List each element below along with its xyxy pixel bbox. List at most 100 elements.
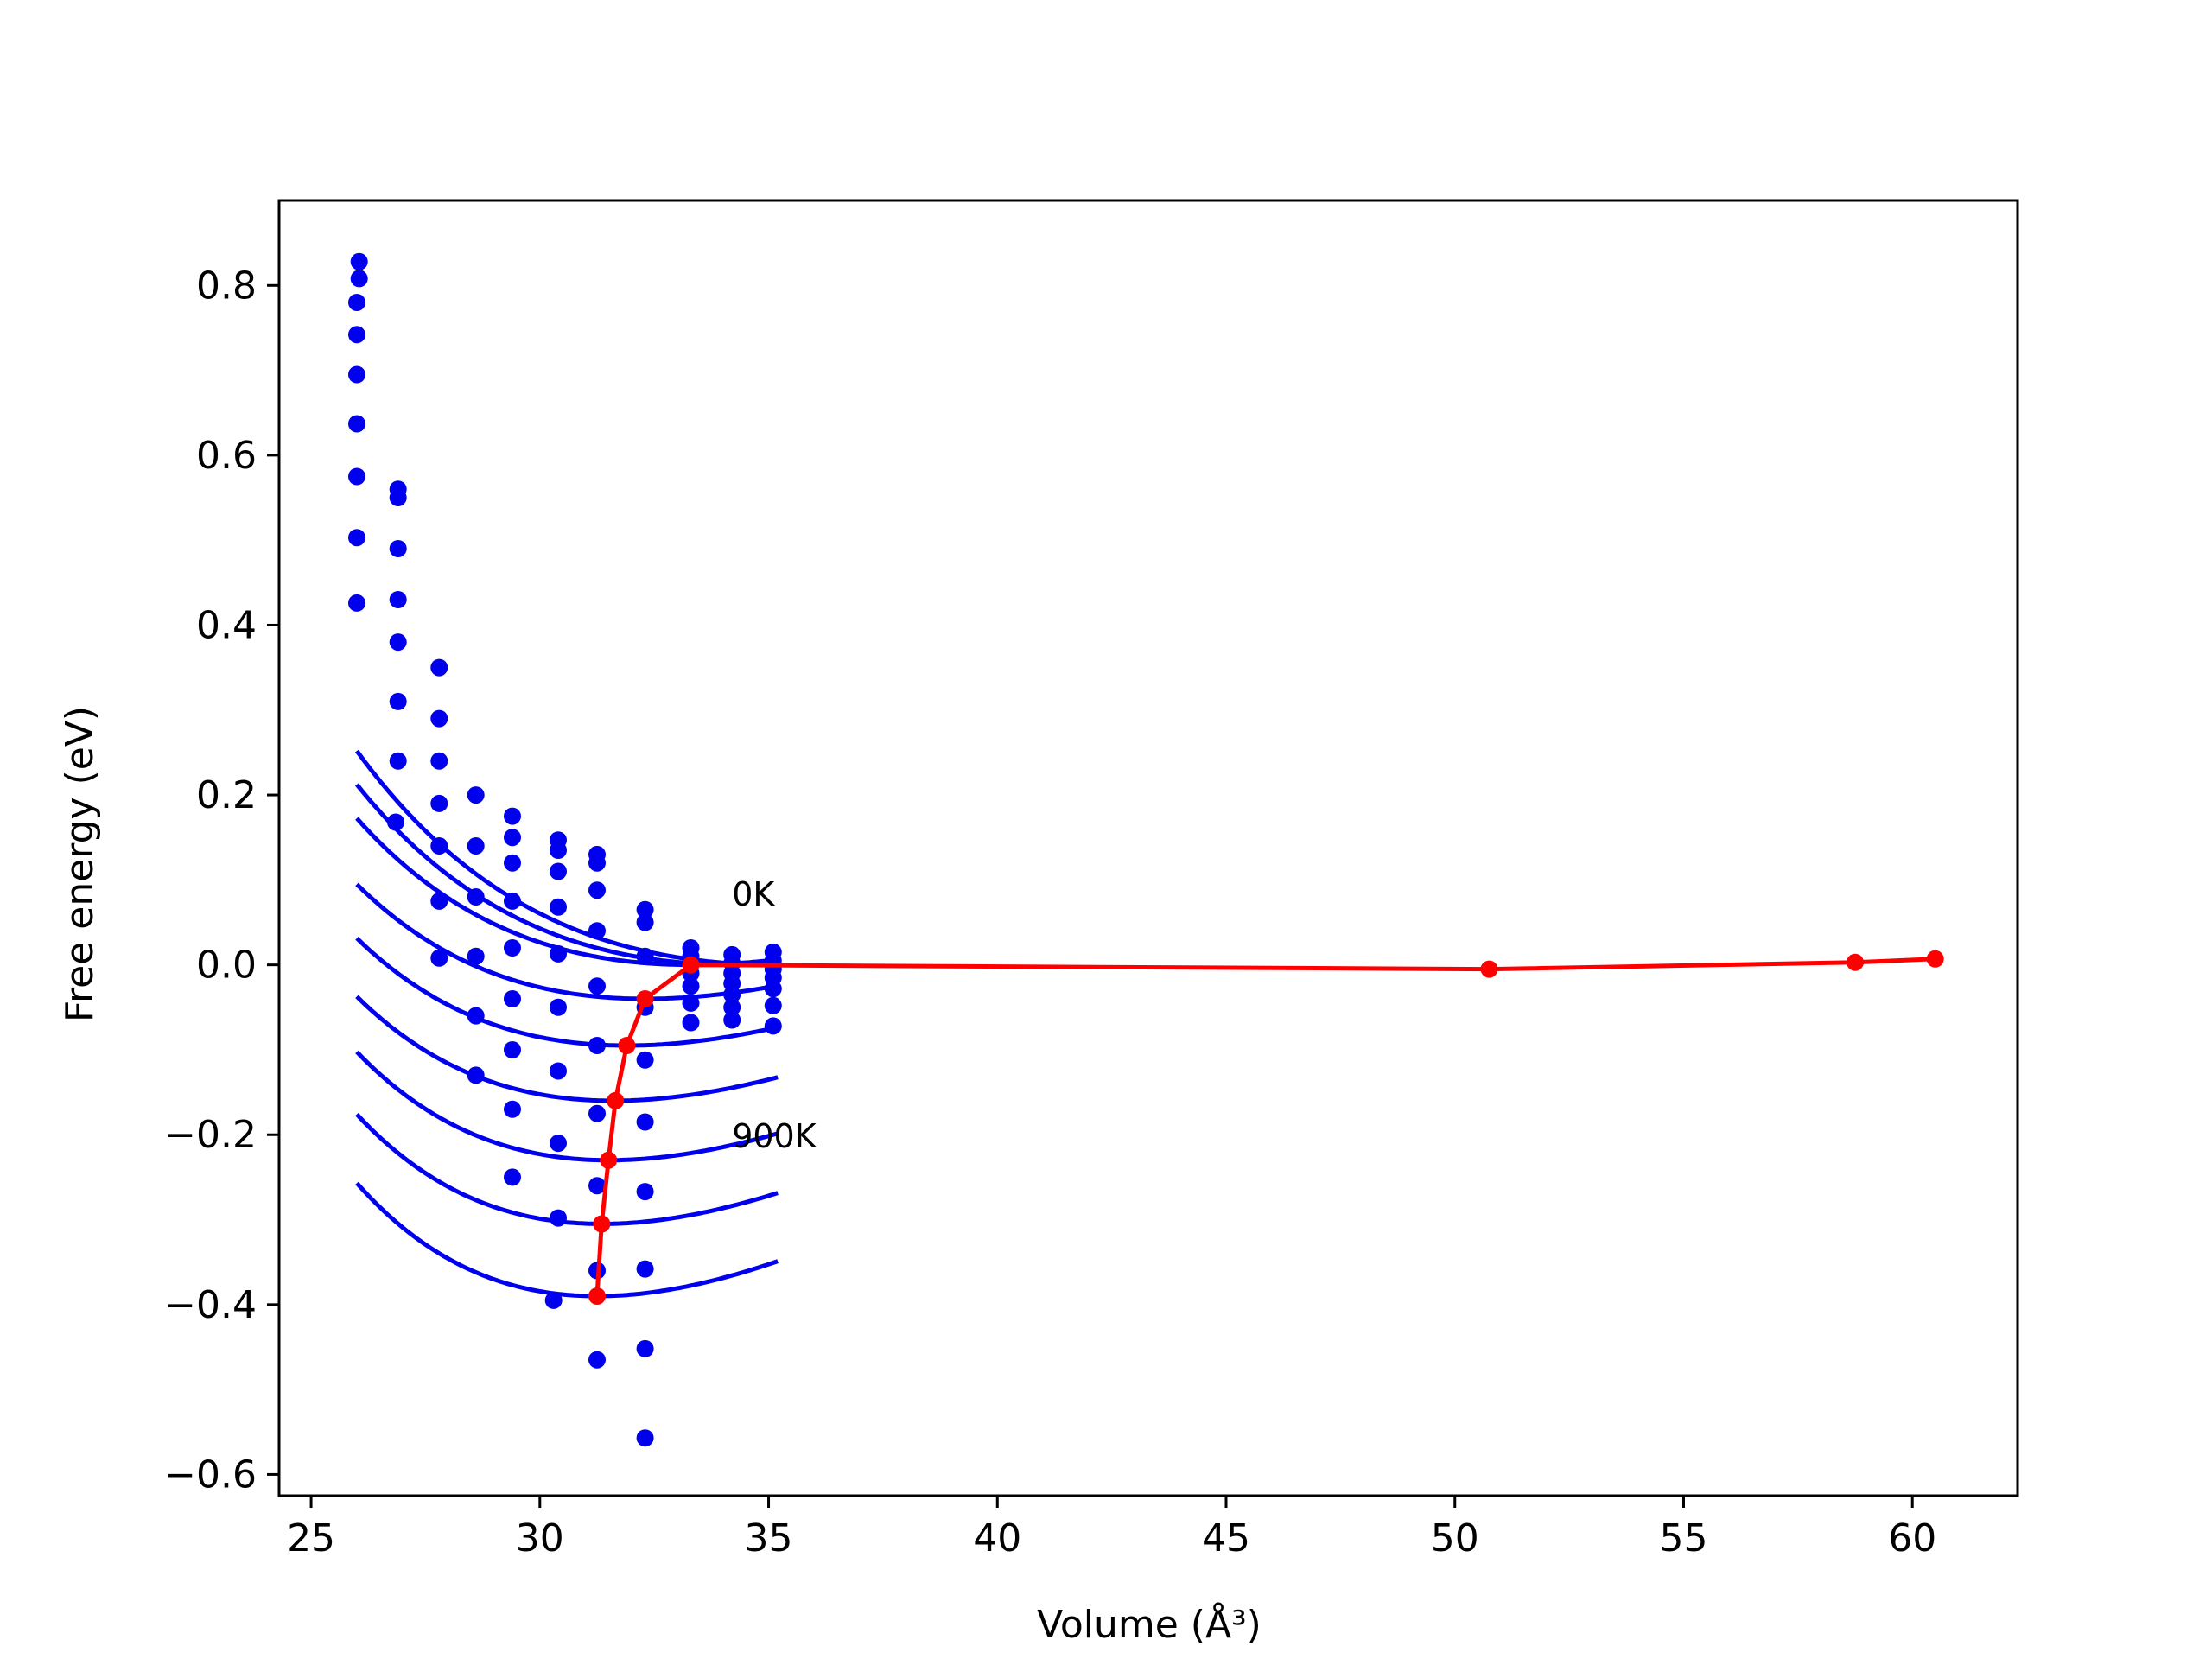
data-point [430,658,448,677]
data-point [588,1351,606,1369]
fit-curve [355,936,779,1048]
data-point [550,998,567,1016]
data-point [723,1011,741,1029]
data-point [350,252,368,270]
data-point [467,947,485,965]
x-axis-ticks: 25 30 35 40 45 50 55 60 [287,1496,1936,1560]
data-point [387,813,404,831]
data-point [430,794,448,812]
data-point [636,947,654,965]
data-point [504,1168,521,1186]
x-tick-label: 25 [287,1516,335,1560]
x-tick-label: 55 [1659,1516,1707,1560]
x-axis-label: Volume (Å³) [1037,1601,1262,1647]
data-point [348,529,365,547]
data-point [636,1429,654,1447]
y-tick-label: 0.8 [196,264,257,308]
data-point [550,862,567,880]
y-tick-label: −0.2 [164,1113,257,1157]
data-point [588,1104,606,1122]
data-point [430,709,448,728]
data-point [723,986,741,1004]
data-point [504,892,521,910]
data-point [350,270,368,288]
data-point [348,467,365,486]
minimum-point [1847,953,1864,971]
data-point [550,1209,567,1227]
minimum-point [600,1151,618,1169]
data-point [389,489,407,506]
data-point [588,922,606,940]
data-point [550,944,567,963]
data-point [430,752,448,770]
minimum-point [1926,950,1944,968]
data-point [550,898,567,916]
y-axis-label: Free energy (eV) [58,706,102,1022]
data-point [348,594,365,612]
data-point [348,326,365,344]
data-point [636,1183,654,1201]
data-point [636,1339,654,1357]
minimum-energy-line [594,957,1936,1297]
minimum-point [607,1091,625,1109]
temperature-annotation: 0K [732,875,775,913]
minimum-point [618,1037,636,1054]
data-point [764,996,782,1014]
plot-area [348,252,1944,1447]
data-point [467,837,485,855]
data-point [467,1066,485,1084]
data-point [467,1007,485,1025]
y-tick-label: 0.0 [196,944,257,988]
data-point [764,980,782,998]
x-tick-label: 40 [973,1516,1021,1560]
data-point [504,807,521,825]
data-point [389,540,407,557]
data-point [682,977,700,995]
data-point [389,591,407,608]
data-point [389,633,407,652]
data-point [467,786,485,804]
fit-curve [355,1181,779,1299]
data-point [430,837,448,855]
data-point [588,854,606,872]
data-point [636,1260,654,1278]
temperature-annotation: 900K [732,1117,817,1155]
data-point [389,752,407,770]
data-point [389,692,407,710]
data-point [348,365,365,384]
minimum-point [1480,960,1498,978]
data-point [504,854,521,872]
fit-curve [355,882,779,1001]
data-point [588,1177,606,1195]
data-point [504,939,521,957]
data-point [348,294,365,311]
data-point [550,842,567,859]
fit-curve [355,995,779,1103]
fit-curve [355,1050,779,1163]
data-point [636,1051,654,1069]
data-point [588,1037,606,1054]
fit-curve [354,749,779,968]
data-point [764,1017,782,1035]
data-point [504,829,521,847]
x-tick-label: 30 [516,1516,564,1560]
y-tick-label: 0.6 [196,434,257,478]
data-point [682,994,700,1012]
minimum-point [588,1287,606,1305]
fit-curve [355,1112,779,1227]
data-point [504,1041,521,1058]
y-axis-ticks: −0.6 −0.4 −0.2 0.0 0.2 0.4 0.6 0.8 [164,264,279,1497]
data-point [636,913,654,931]
y-tick-label: 0.4 [196,603,257,647]
data-point [430,949,448,967]
y-tick-label: 0.2 [196,773,257,817]
x-tick-label: 50 [1431,1516,1479,1560]
data-point [544,1291,563,1309]
data-point [636,900,654,918]
data-point [550,1135,567,1153]
data-point [588,977,606,995]
data-point [636,1113,654,1131]
data-point [504,990,521,1007]
